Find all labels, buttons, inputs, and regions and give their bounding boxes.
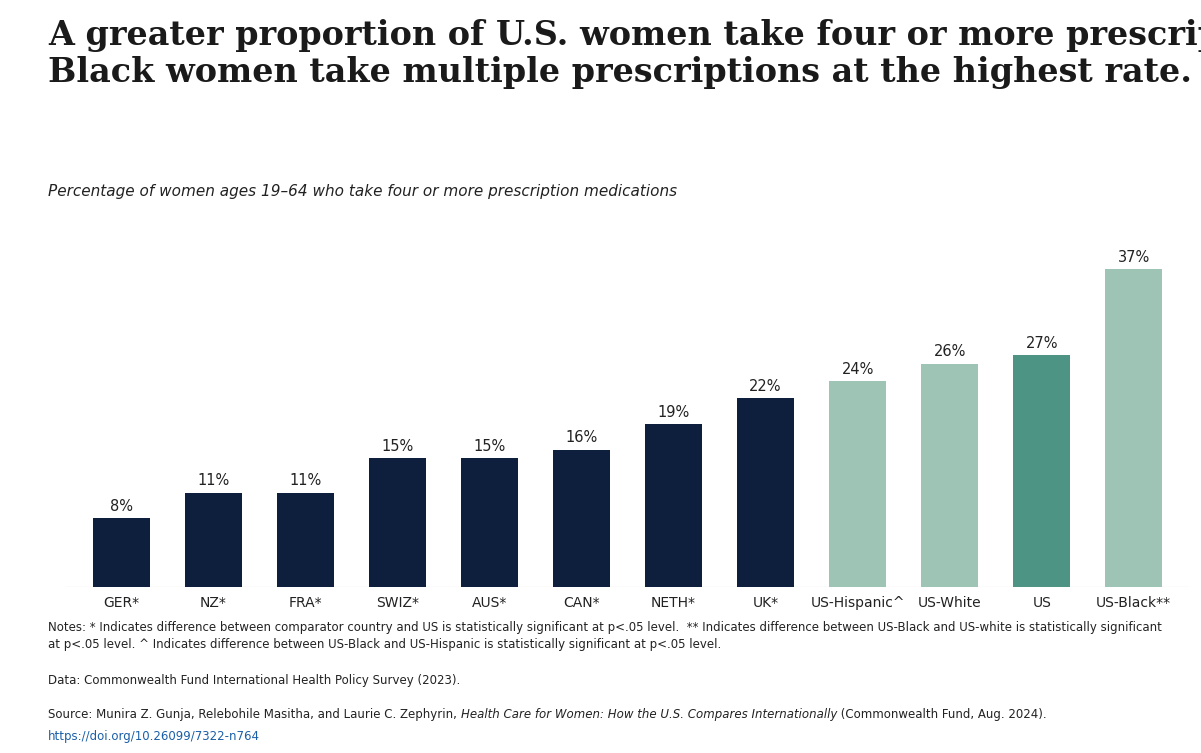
Bar [1105, 269, 1163, 587]
Text: Source: Munira Z. Gunja, Relebohile Masitha, and Laurie C. Zephyrin,: Source: Munira Z. Gunja, Relebohile Masi… [48, 708, 461, 721]
Text: 15%: 15% [381, 439, 413, 454]
Text: 22%: 22% [749, 379, 782, 394]
Bar [645, 424, 703, 587]
Bar [1014, 355, 1070, 587]
Text: Data: Commonwealth Fund International Health Policy Survey (2023).: Data: Commonwealth Fund International He… [48, 674, 460, 687]
Bar [829, 381, 886, 587]
Text: Notes: * Indicates difference between comparator country and US is statistically: Notes: * Indicates difference between co… [48, 621, 1161, 651]
Text: 37%: 37% [1118, 250, 1149, 264]
Bar [461, 459, 518, 587]
Text: 19%: 19% [657, 404, 689, 419]
Bar [277, 492, 334, 587]
Text: Percentage of women ages 19–64 who take four or more prescription medications: Percentage of women ages 19–64 who take … [48, 184, 677, 200]
Text: 15%: 15% [473, 439, 506, 454]
Bar [737, 398, 794, 587]
Text: 11%: 11% [197, 474, 229, 489]
Bar [552, 450, 610, 587]
Text: (Commonwealth Fund, Aug. 2024).: (Commonwealth Fund, Aug. 2024). [837, 708, 1046, 721]
Text: Health Care for Women: How the U.S. Compares Internationally: Health Care for Women: How the U.S. Comp… [461, 708, 837, 721]
Bar [185, 492, 241, 587]
Text: 26%: 26% [933, 344, 966, 359]
Text: 27%: 27% [1026, 336, 1058, 351]
Text: 24%: 24% [842, 361, 874, 376]
Text: 11%: 11% [289, 474, 322, 489]
Text: A greater proportion of U.S. women take four or more prescriptions regularly;
Bl: A greater proportion of U.S. women take … [48, 19, 1201, 89]
Bar [92, 519, 150, 587]
Text: 8%: 8% [109, 499, 133, 514]
Text: https://doi.org/10.26099/7322-n764: https://doi.org/10.26099/7322-n764 [48, 730, 261, 743]
Bar [369, 459, 426, 587]
Text: 16%: 16% [566, 431, 598, 445]
Bar [921, 364, 978, 587]
